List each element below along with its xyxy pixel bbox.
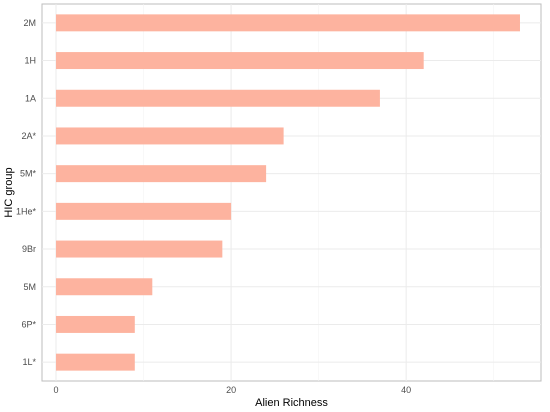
y-tick-label: 1H xyxy=(24,56,36,66)
y-tick-label: 6P* xyxy=(21,319,36,329)
y-tick-label: 9Br xyxy=(22,244,36,254)
x-axis-title: Alien Richness xyxy=(255,397,328,409)
y-tick-label: 1L* xyxy=(22,357,36,367)
bar-2A* xyxy=(56,127,284,145)
bars xyxy=(56,14,520,371)
bar-5M* xyxy=(56,165,267,183)
bar-5M xyxy=(56,278,153,296)
y-tick-label: 2M xyxy=(23,18,36,28)
x-tick-label: 40 xyxy=(401,385,411,395)
y-axis-title: HIC group xyxy=(3,167,15,217)
plot-panel-border xyxy=(41,3,542,382)
bar-1H xyxy=(56,52,424,70)
y-tick-label: 1He* xyxy=(16,206,37,216)
y-tick-label: 1A xyxy=(25,93,36,103)
bar-2M xyxy=(56,14,520,32)
y-tick-label: 5M* xyxy=(20,169,37,179)
bar-9Br xyxy=(56,240,223,258)
bar-1He* xyxy=(56,202,232,220)
bar-1L* xyxy=(56,353,135,371)
x-tick-label: 0 xyxy=(53,385,58,395)
bar-1A xyxy=(56,89,380,107)
y-tick-label: 2A* xyxy=(21,131,36,141)
y-tick-label: 5M xyxy=(23,282,36,292)
bar-6P* xyxy=(56,315,135,333)
y-tick-labels: 1L* 6P* 5M 9Br 1He* 5M* 2A* 1A 1H 2M xyxy=(16,18,37,367)
x-tick-label: 20 xyxy=(226,385,236,395)
x-tick-labels: 0 20 40 xyxy=(53,385,411,395)
